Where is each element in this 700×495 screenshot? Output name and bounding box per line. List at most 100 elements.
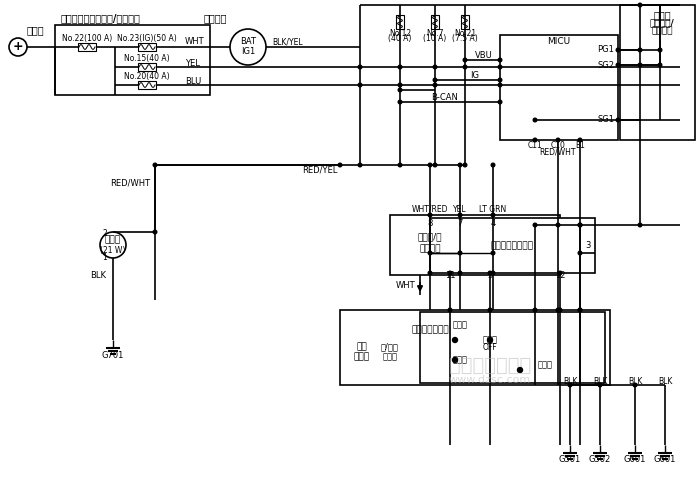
Text: No.12: No.12 (389, 29, 411, 38)
Circle shape (458, 163, 462, 167)
Text: 雨刺器/噴: 雨刺器/噴 (418, 233, 442, 242)
Text: 11: 11 (444, 271, 455, 281)
Circle shape (558, 308, 562, 312)
Text: BLK: BLK (593, 378, 607, 387)
Circle shape (578, 308, 582, 312)
Circle shape (153, 230, 157, 234)
Circle shape (638, 223, 642, 227)
Circle shape (498, 100, 502, 104)
Text: MICU: MICU (547, 38, 570, 47)
Bar (138, 81, 156, 89)
Circle shape (533, 308, 537, 312)
Text: 4: 4 (491, 219, 496, 229)
Circle shape (448, 308, 452, 312)
Text: 1: 1 (102, 252, 107, 261)
Circle shape (398, 88, 402, 92)
Bar (500, 35, 618, 140)
Text: BLK: BLK (628, 378, 642, 387)
Circle shape (556, 308, 560, 312)
Text: 下保险丝/: 下保险丝/ (650, 18, 674, 28)
Text: OFF: OFF (483, 344, 497, 352)
Circle shape (428, 213, 432, 217)
Circle shape (488, 271, 492, 275)
Circle shape (556, 223, 560, 227)
Text: B1: B1 (575, 142, 585, 150)
Bar (78, 43, 96, 51)
Text: 2: 2 (102, 229, 107, 238)
Circle shape (498, 58, 502, 62)
Text: C10: C10 (551, 142, 566, 150)
Bar (138, 43, 156, 51)
Circle shape (338, 163, 342, 167)
Text: BAT: BAT (240, 38, 256, 47)
Circle shape (433, 83, 437, 87)
Circle shape (398, 83, 402, 87)
Bar (390, 215, 560, 275)
Circle shape (658, 63, 662, 67)
Text: No.22(100 A): No.22(100 A) (62, 34, 112, 43)
Text: G701: G701 (102, 350, 124, 359)
Bar (138, 63, 156, 71)
Bar (340, 310, 610, 385)
Text: G501: G501 (559, 455, 581, 464)
Text: 灯开关: 灯开关 (382, 352, 398, 361)
Circle shape (428, 251, 432, 255)
Circle shape (491, 251, 495, 255)
Circle shape (398, 65, 402, 69)
Text: (21 W): (21 W) (100, 246, 126, 254)
Circle shape (487, 338, 493, 343)
Bar (620, 5, 695, 140)
Text: RED/WHT: RED/WHT (540, 148, 576, 156)
Circle shape (634, 383, 637, 387)
Text: No.21: No.21 (454, 29, 476, 38)
Circle shape (448, 271, 452, 275)
Text: 5: 5 (487, 271, 493, 281)
Circle shape (458, 271, 462, 275)
Text: 灯开关: 灯开关 (354, 352, 370, 361)
Circle shape (153, 163, 157, 167)
Circle shape (638, 3, 642, 7)
Text: +: + (13, 41, 23, 53)
Circle shape (358, 83, 362, 87)
Text: 点火开关: 点火开关 (203, 13, 227, 23)
Circle shape (578, 138, 582, 142)
Circle shape (398, 100, 402, 104)
Text: BLU: BLU (185, 77, 202, 86)
Circle shape (658, 48, 662, 52)
Text: G601: G601 (654, 455, 676, 464)
Circle shape (458, 251, 462, 255)
Text: BLK: BLK (658, 378, 672, 387)
Circle shape (598, 383, 602, 387)
Circle shape (533, 138, 537, 142)
Text: BLK/YEL: BLK/YEL (273, 38, 303, 47)
Circle shape (568, 383, 572, 387)
Text: (10 A): (10 A) (424, 35, 447, 44)
Text: BLK: BLK (90, 270, 106, 280)
Circle shape (452, 338, 458, 343)
Text: 蓄电池: 蓄电池 (26, 25, 44, 35)
Bar (396, 15, 404, 29)
Text: 12: 12 (554, 271, 566, 281)
Circle shape (498, 83, 502, 87)
Circle shape (358, 65, 362, 69)
Circle shape (452, 357, 458, 362)
Bar (431, 15, 439, 29)
Text: G502: G502 (589, 455, 611, 464)
Circle shape (433, 65, 437, 69)
Circle shape (578, 223, 582, 227)
Text: G601: G601 (624, 455, 646, 464)
Text: C11: C11 (528, 142, 542, 150)
Text: IG: IG (470, 71, 479, 81)
Text: YEL: YEL (185, 58, 200, 67)
Text: 洗器开关: 洗器开关 (419, 245, 441, 253)
Circle shape (433, 163, 437, 167)
Text: 继电器电控单元: 继电器电控单元 (411, 326, 449, 335)
Bar (55, 25, 210, 95)
Circle shape (558, 271, 562, 275)
Text: SG2: SG2 (597, 60, 614, 69)
Text: VBU: VBU (475, 51, 493, 60)
Circle shape (638, 63, 642, 67)
Circle shape (458, 213, 462, 217)
Circle shape (463, 163, 467, 167)
Circle shape (578, 251, 582, 255)
